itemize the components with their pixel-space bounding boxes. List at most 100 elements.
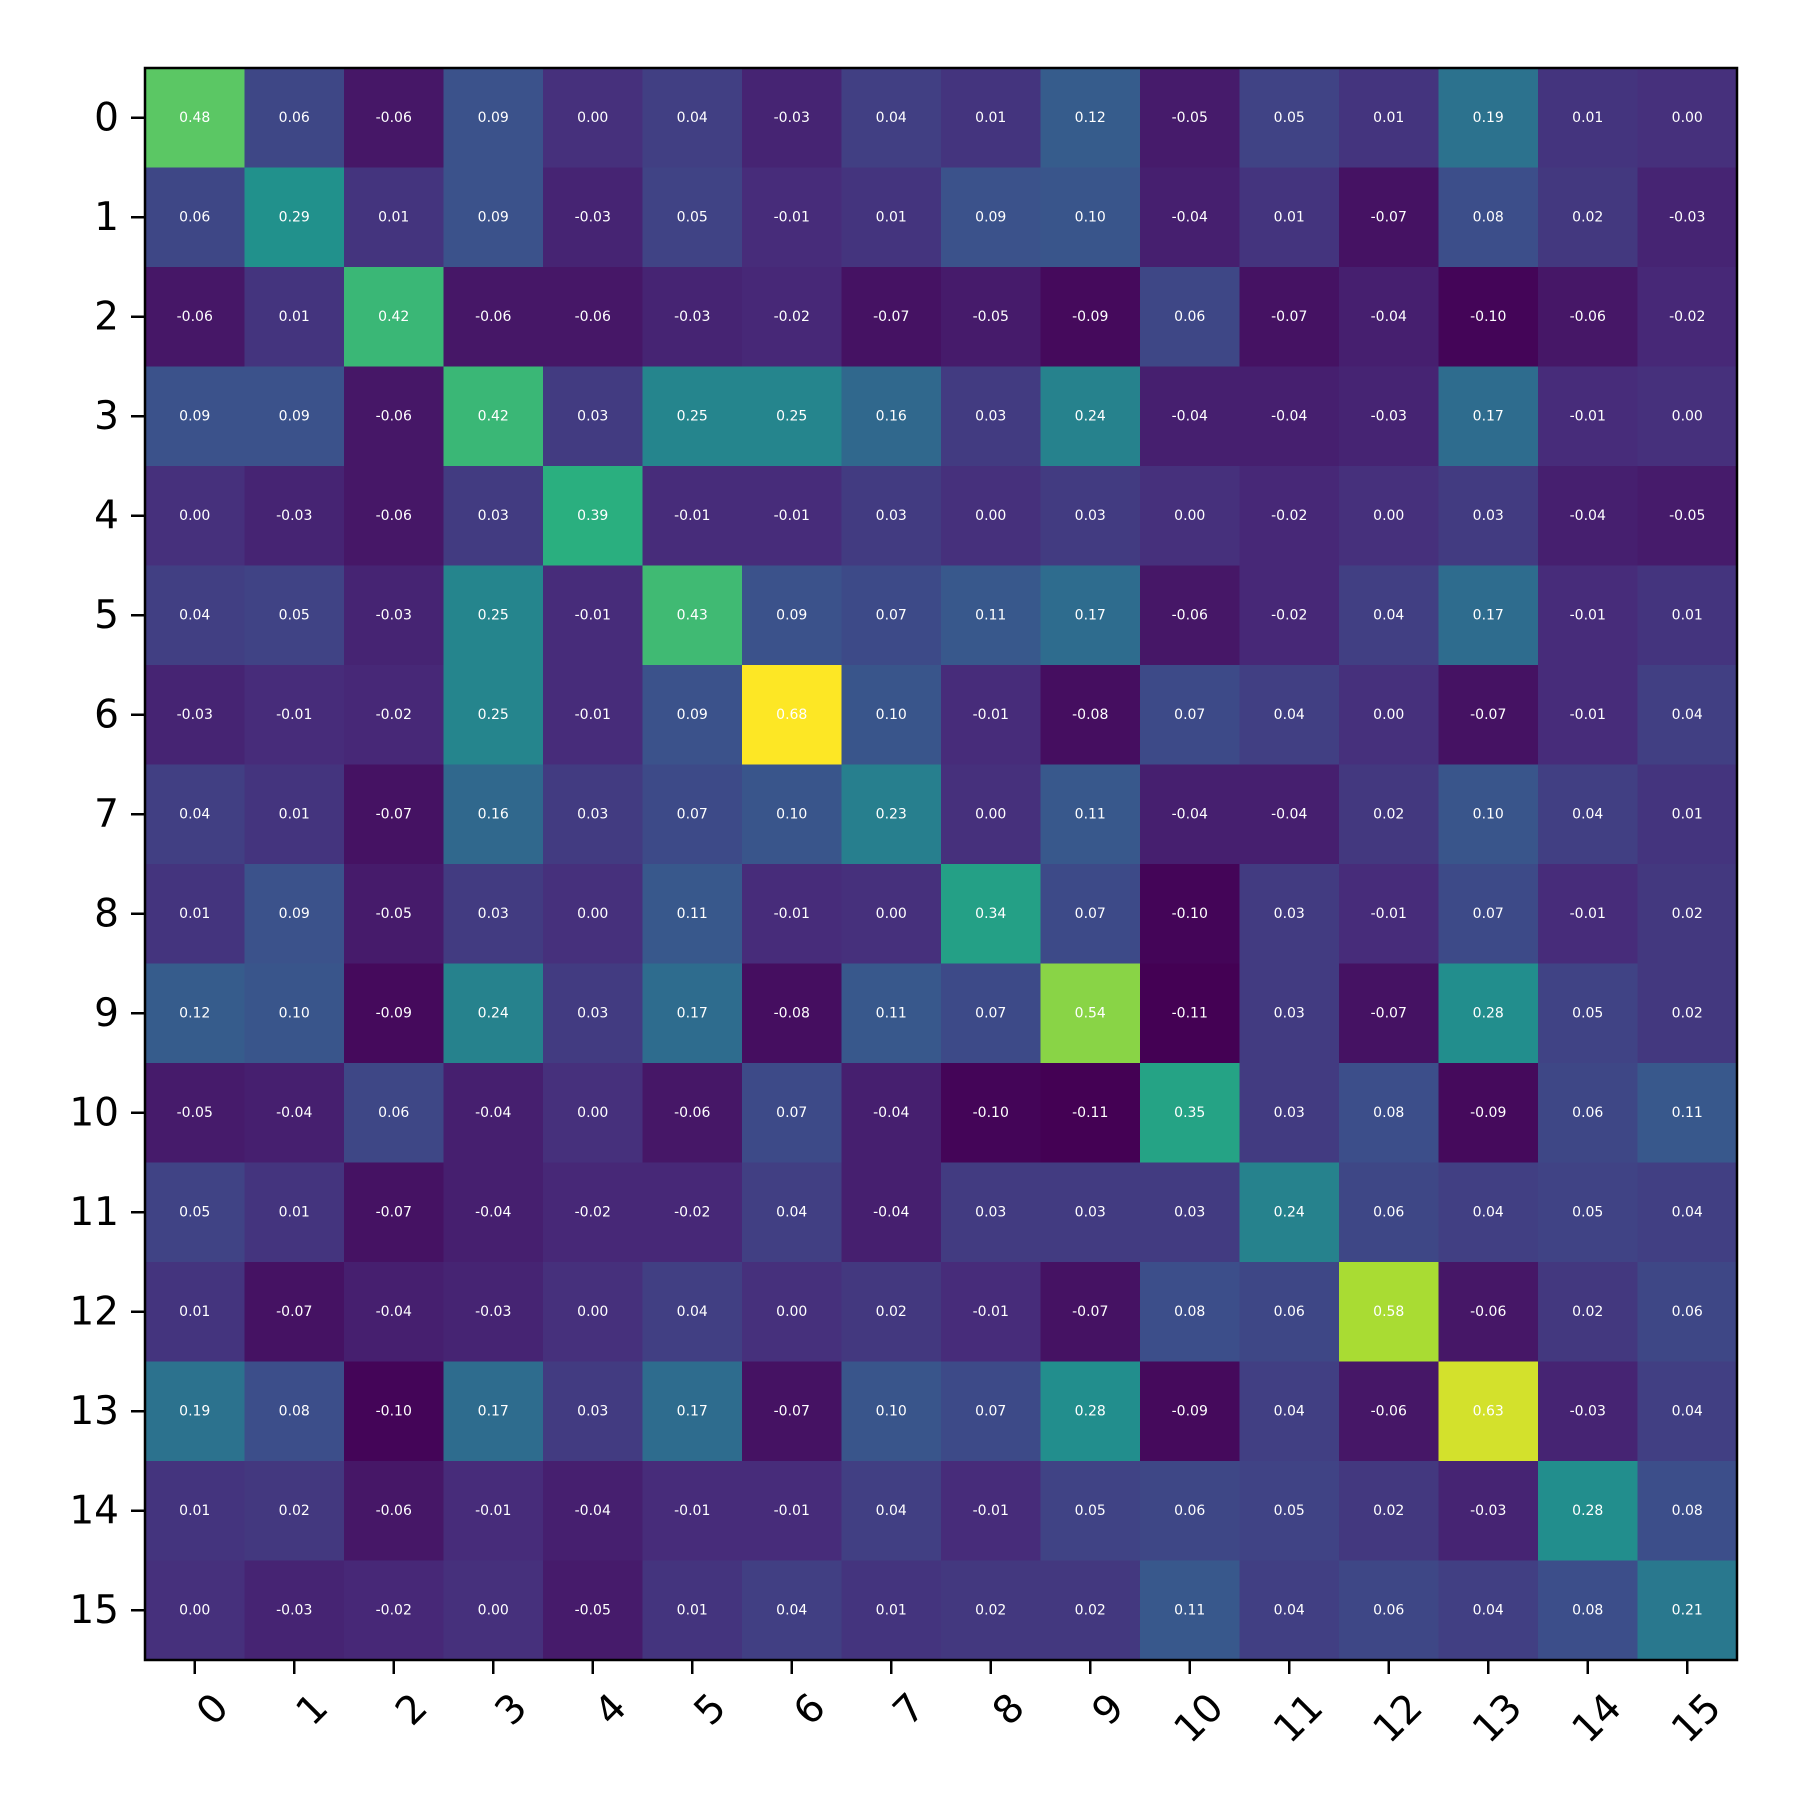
heatmap-cell-r7-c10 xyxy=(1140,764,1241,865)
y-tick-label: 13 xyxy=(69,1389,119,1434)
heatmap-cell-r4-c11 xyxy=(1239,466,1340,567)
heatmap-cell-r0-c7 xyxy=(841,68,942,169)
cell-value-label: -0.04 xyxy=(1172,408,1208,424)
y-tick-label: 8 xyxy=(94,891,119,936)
cell-value-label: 0.39 xyxy=(577,508,608,524)
heatmap-cell-r0-c1 xyxy=(244,68,345,169)
cell-value-label: -0.04 xyxy=(1271,408,1307,424)
heatmap-cell-r4-c8 xyxy=(941,466,1042,567)
heatmap-cell-r12-c12 xyxy=(1339,1262,1440,1363)
heatmap-cell-r1-c13 xyxy=(1438,167,1539,268)
heatmap-cell-r14-c3 xyxy=(443,1461,544,1562)
cell-value-label: 0.06 xyxy=(1572,1105,1603,1121)
heatmap-cell-r9-c0 xyxy=(145,963,246,1064)
heatmap-cell-r1-c3 xyxy=(443,167,544,268)
heatmap-cell-r9-c2 xyxy=(344,963,445,1064)
cell-value-label: -0.04 xyxy=(475,1105,511,1121)
heatmap-cell-r9-c13 xyxy=(1438,963,1539,1064)
heatmap-cell-r3-c4 xyxy=(543,366,644,467)
cell-value-label: 0.24 xyxy=(1075,408,1106,424)
heatmap-cell-r2-c3 xyxy=(443,267,544,368)
cell-value-label: 0.01 xyxy=(279,309,310,325)
heatmap-cell-r5-c13 xyxy=(1438,565,1539,666)
cell-value-label: -0.03 xyxy=(575,209,611,225)
cell-value-label: -0.05 xyxy=(177,1105,213,1121)
cell-value-label: 0.08 xyxy=(1174,1304,1205,1320)
heatmap-cell-r3-c7 xyxy=(841,366,942,467)
heatmap-cell-r13-c10 xyxy=(1140,1361,1241,1462)
cell-value-label: -0.02 xyxy=(674,1204,710,1220)
cell-value-label: 0.06 xyxy=(1274,1304,1305,1320)
heatmap-cell-r3-c10 xyxy=(1140,366,1241,467)
cell-value-label: 0.07 xyxy=(776,1105,807,1121)
cell-value-label: -0.07 xyxy=(1371,1005,1407,1021)
heatmap-cell-r8-c6 xyxy=(742,864,843,965)
heatmap-cell-r4-c7 xyxy=(841,466,942,567)
cell-value-label: -0.07 xyxy=(1470,707,1506,723)
cell-value-label: 0.06 xyxy=(378,1105,409,1121)
cell-value-label: -0.05 xyxy=(376,906,412,922)
heatmap-cell-r1-c15 xyxy=(1637,167,1738,268)
heatmap-cell-r13-c4 xyxy=(543,1361,644,1462)
cell-value-label: 0.06 xyxy=(179,209,210,225)
heatmap-cell-r13-c3 xyxy=(443,1361,544,1462)
cell-value-label: 0.07 xyxy=(975,1005,1006,1021)
y-tick-label: 3 xyxy=(94,394,119,439)
y-tick-label: 0 xyxy=(94,95,119,140)
heatmap-cell-r7-c0 xyxy=(145,764,246,865)
cell-value-label: -0.01 xyxy=(774,906,810,922)
cell-value-label: -0.08 xyxy=(1072,707,1108,723)
cell-value-label: -0.01 xyxy=(973,707,1009,723)
heatmap-cell-r10-c1 xyxy=(244,1063,345,1164)
heatmap-cell-r13-c2 xyxy=(344,1361,445,1462)
heatmap-cell-r12-c7 xyxy=(841,1262,942,1363)
heatmap-cell-r13-c6 xyxy=(742,1361,843,1462)
heatmap-cell-r8-c14 xyxy=(1538,864,1639,965)
heatmap-cell-r9-c7 xyxy=(841,963,942,1064)
heatmap-cell-r5-c15 xyxy=(1637,565,1738,666)
cell-value-label: -0.03 xyxy=(1470,1503,1506,1519)
heatmap-cell-r10-c2 xyxy=(344,1063,445,1164)
cell-value-label: 0.05 xyxy=(279,607,310,623)
heatmap-cell-r14-c6 xyxy=(742,1461,843,1562)
heatmap-cell-r5-c7 xyxy=(841,565,942,666)
heatmap-cell-r1-c4 xyxy=(543,167,644,268)
heatmap-cell-r8-c0 xyxy=(145,864,246,965)
heatmap-cell-r10-c3 xyxy=(443,1063,544,1164)
heatmap-cell-r7-c12 xyxy=(1339,764,1440,865)
cell-value-label: 0.04 xyxy=(776,1204,807,1220)
heatmap-cell-r13-c9 xyxy=(1040,1361,1141,1462)
cell-value-label: 0.06 xyxy=(1672,1304,1703,1320)
x-tick-label: 13 xyxy=(1464,1685,1531,1752)
heatmap-cell-r9-c5 xyxy=(642,963,743,1064)
heatmap-cell-r15-c6 xyxy=(742,1560,843,1661)
cell-value-label: 0.03 xyxy=(975,1204,1006,1220)
cell-value-label: 0.09 xyxy=(478,110,509,126)
cell-value-label: 0.03 xyxy=(577,1403,608,1419)
cell-value-label: 0.02 xyxy=(1672,1005,1703,1021)
cell-value-label: -0.06 xyxy=(1470,1304,1506,1320)
cell-value-label: 0.01 xyxy=(876,209,907,225)
cell-value-label: 0.03 xyxy=(975,408,1006,424)
cell-value-label: -0.01 xyxy=(1570,906,1606,922)
heatmap-cell-r0-c14 xyxy=(1538,68,1639,169)
cell-value-label: 0.02 xyxy=(1373,806,1404,822)
x-tick-label: 9 xyxy=(1084,1685,1133,1734)
cell-value-label: 0.00 xyxy=(876,906,907,922)
heatmap-cell-r7-c15 xyxy=(1637,764,1738,865)
heatmap-cell-r2-c5 xyxy=(642,267,743,368)
cell-value-label: 0.34 xyxy=(975,906,1006,922)
cell-value-label: 0.05 xyxy=(179,1204,210,1220)
heatmap-cell-r7-c7 xyxy=(841,764,942,865)
heatmap-cell-r7-c3 xyxy=(443,764,544,865)
heatmap-cell-r11-c0 xyxy=(145,1162,246,1263)
cell-value-label: 0.42 xyxy=(378,309,409,325)
heatmap-cell-r10-c14 xyxy=(1538,1063,1639,1164)
heatmap-cell-r4-c10 xyxy=(1140,466,1241,567)
heatmap-cell-r12-c10 xyxy=(1140,1262,1241,1363)
heatmap-cell-r14-c11 xyxy=(1239,1461,1340,1562)
heatmap-cell-r15-c15 xyxy=(1637,1560,1738,1661)
cell-value-label: 0.04 xyxy=(1373,607,1404,623)
x-axis: 0 1 2 3 4 5 6 7 8 9 10 11 12 13 14 15 xyxy=(188,1660,1730,1752)
cell-value-label: -0.11 xyxy=(1072,1105,1108,1121)
